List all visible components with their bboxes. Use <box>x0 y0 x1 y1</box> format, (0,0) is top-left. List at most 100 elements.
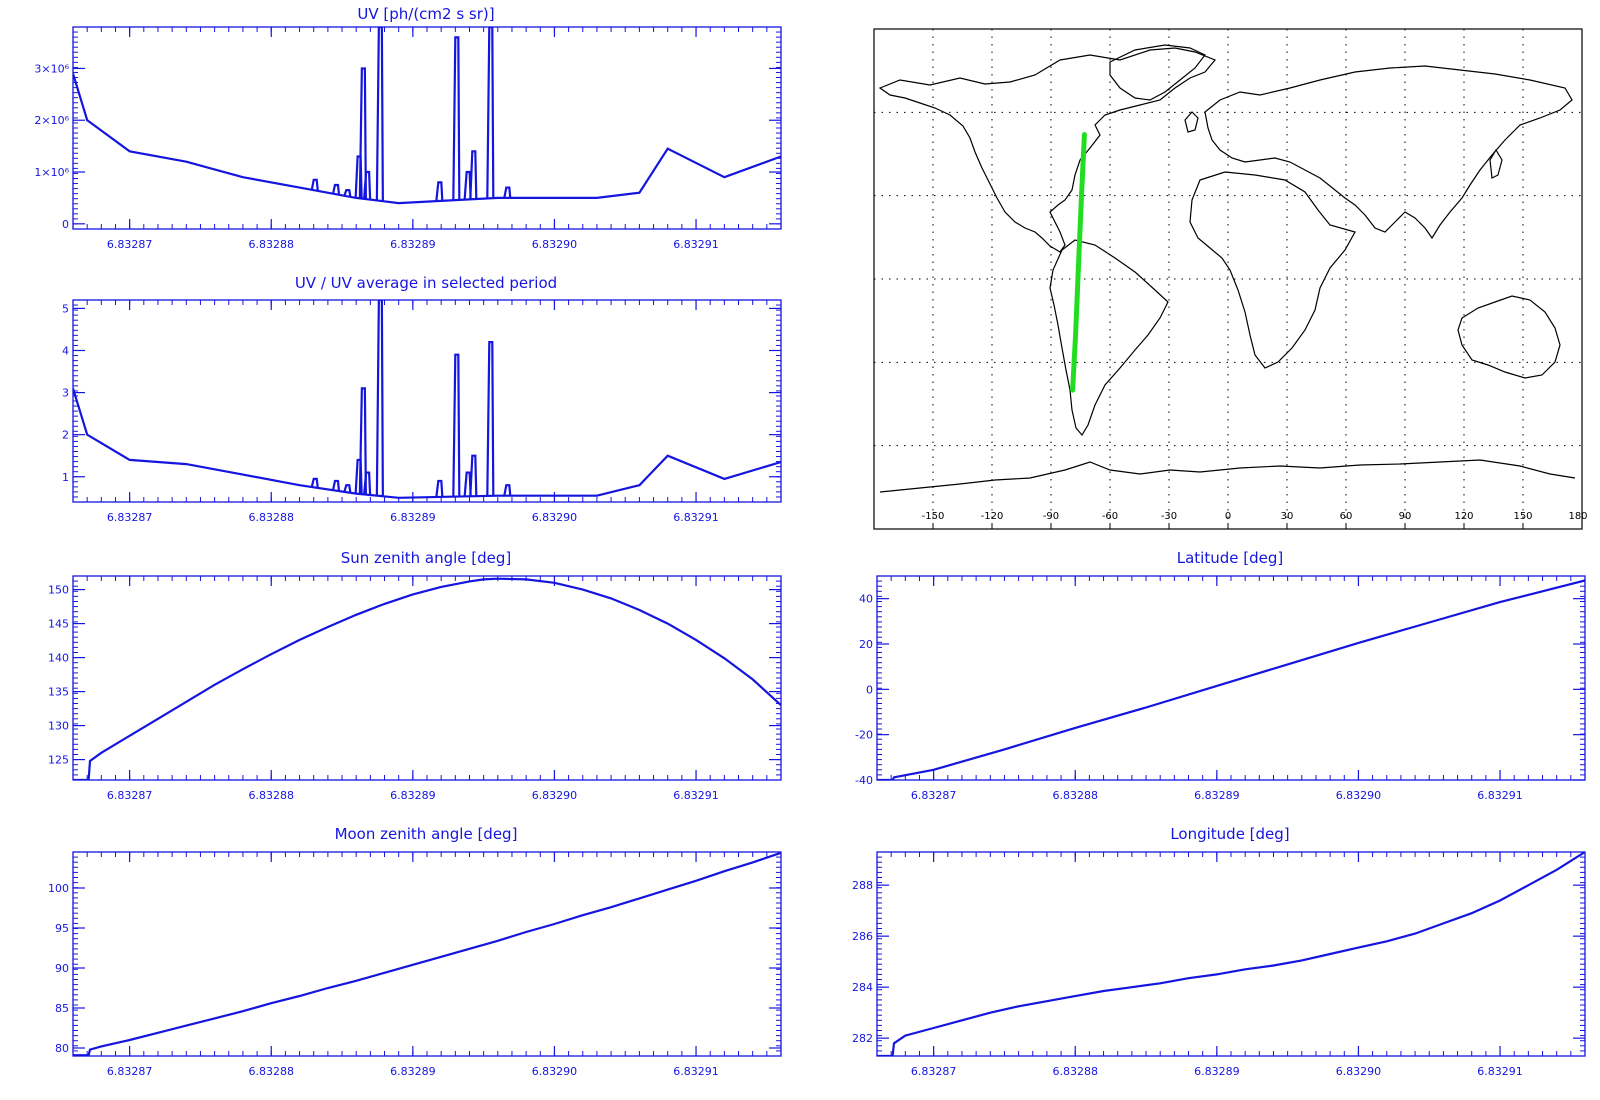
uv-spike <box>310 178 319 191</box>
sun-zenith-minor-ticks <box>73 576 781 780</box>
longitude-data-point <box>933 1027 935 1029</box>
moon-zenith-data-point <box>440 956 442 958</box>
moon-zenith-data-point <box>752 861 754 864</box>
uv-ratio-chart-title: UV / UV average in selected period <box>295 274 557 292</box>
coastline-eurasia <box>1204 65 1573 240</box>
latitude-data-point <box>1499 601 1501 603</box>
uv-chart-title: UV [ph/(cm2 s sr)] <box>357 5 494 23</box>
moon-zenith-plot-frame <box>72 851 782 1057</box>
uv-ratio-data-point <box>242 474 244 476</box>
latitude-x-tick-label: 6.83289 <box>1194 789 1240 802</box>
latitude-data-point <box>1357 642 1359 644</box>
moon-zenith-data-point <box>242 1010 244 1012</box>
map-x-tick-label: 30 <box>1281 511 1294 522</box>
map-x-tick-label: 90 <box>1399 511 1412 522</box>
longitude-data-point <box>1556 869 1558 871</box>
moon-zenith-data-point <box>299 995 301 997</box>
sun-zenith-data-point <box>497 578 499 580</box>
moon-zenith-data-point <box>214 1017 216 1020</box>
longitude-plot-frame <box>876 851 1586 1057</box>
map-x-tick-label: -120 <box>981 511 1004 522</box>
sun-zenith-data-point <box>355 614 357 616</box>
sun-zenith-data-point <box>638 609 641 611</box>
moon-zenith-x-tick-label: 6.83287 <box>107 1065 153 1078</box>
sun-zenith-x-tick-label: 6.83287 <box>107 789 153 802</box>
moon-zenith-x-tick-label: 6.83288 <box>248 1065 294 1078</box>
coastline-north-america <box>878 47 1216 253</box>
coastline-antarctica <box>879 459 1576 493</box>
uv-ratio-y-tick-label: 4 <box>62 345 69 358</box>
uv-ratio-spike <box>435 479 444 498</box>
coastline-greenland <box>1109 44 1206 101</box>
map-x-tick-label: 120 <box>1454 511 1473 522</box>
orbit-track-line <box>1070 132 1087 393</box>
moon-zenith-data-point <box>383 972 386 974</box>
uv-x-tick-label: 6.83287 <box>107 238 153 251</box>
longitude-data-point <box>1244 968 1246 970</box>
uv-ratio-x-tick-label: 6.83291 <box>673 511 719 524</box>
sun-zenith-x-tick-label: 6.83289 <box>390 789 436 802</box>
uv-spike <box>375 27 384 201</box>
uv-spike <box>358 67 367 199</box>
longitude-data-point <box>904 1035 906 1037</box>
sun-zenith-data-point <box>185 701 187 703</box>
uv-ratio-x-tick-label: 6.83289 <box>390 511 436 524</box>
uv-ratio-x-tick-label: 6.83288 <box>248 511 294 524</box>
uv-ratio-spike <box>486 340 495 496</box>
sun-zenith-data-point <box>157 718 159 720</box>
longitude-minor-ticks <box>877 852 1585 1056</box>
latitude-chart: 6.83287 6.83288 6.83289 6.83290 6.83291 -40 -2… <box>855 575 1586 802</box>
longitude-data-point <box>1159 982 1161 984</box>
coastline-africa <box>1189 171 1356 369</box>
uv-data-point <box>242 176 244 178</box>
sun-zenith-y-tick-label: 140 <box>48 652 69 665</box>
moon-zenith-y-tick-label: 90 <box>55 962 69 975</box>
longitude-x-tick-label: 6.83287 <box>911 1065 957 1078</box>
longitude-data-point <box>893 1042 895 1044</box>
longitude-data-point <box>1103 990 1105 992</box>
latitude-data-point <box>1287 663 1289 666</box>
moon-zenith-data-point <box>412 964 414 966</box>
longitude-x-tick-label: 6.83291 <box>1477 1065 1523 1078</box>
longitude-data-point <box>1527 884 1529 886</box>
longitude-data-point <box>1018 1005 1020 1007</box>
moon-zenith-data-point <box>723 870 726 872</box>
sun-zenith-data-point <box>752 678 754 681</box>
uv-y-tick-label: 1×10⁶ <box>34 166 69 179</box>
uv-ratio-spike <box>503 484 512 496</box>
uv-ratio-data-point <box>299 484 301 486</box>
uv-ratio-data-point <box>497 495 499 497</box>
sun-zenith-data-point <box>270 653 272 655</box>
uv-ratio-plot-frame <box>72 299 782 503</box>
longitude-data-point <box>1187 977 1190 979</box>
latitude-series-line <box>877 579 1585 780</box>
uv-ratio-data-point <box>780 461 781 463</box>
longitude-data-point <box>892 1055 894 1056</box>
moon-zenith-data-point <box>610 906 612 908</box>
uv-data-point <box>667 148 669 150</box>
moon-zenith-y-tick-label: 95 <box>55 922 69 935</box>
latitude-data-point <box>892 779 894 780</box>
sun-zenith-plot-frame <box>72 575 782 781</box>
longitude-data-point <box>1386 940 1388 942</box>
uv-ratio-y-tick-label: 1 <box>62 471 69 484</box>
longitude-data-point <box>1499 899 1501 902</box>
uv-ratio-chart: 6.83287 6.83288 6.83289 6.83290 6.83291 1 2 3 4 5 <box>62 299 782 524</box>
longitude-y-tick-label: 282 <box>852 1032 873 1045</box>
uv-ratio-data-point <box>73 387 74 389</box>
uv-spike <box>343 189 352 197</box>
moon-zenith-data-point <box>270 1002 272 1004</box>
uv-minor-ticks <box>73 27 781 229</box>
uv-data-point <box>398 202 400 204</box>
sun-zenith-y-tick-label: 135 <box>48 686 69 699</box>
sun-zenith-data-point <box>723 657 726 659</box>
latitude-x-tick-label: 6.83288 <box>1052 789 1098 802</box>
longitude-data-point <box>1357 947 1359 949</box>
map-x-tick-label: -90 <box>1043 511 1059 522</box>
map-x-tick-label: -60 <box>1102 511 1118 522</box>
moon-zenith-data-point <box>497 940 499 942</box>
uv-ratio-y-tick-label: 5 <box>62 302 69 315</box>
uv-x-tick-label: 6.83291 <box>673 238 719 251</box>
sun-zenith-y-tick-label: 125 <box>48 754 69 767</box>
uv-data-point <box>73 73 74 75</box>
